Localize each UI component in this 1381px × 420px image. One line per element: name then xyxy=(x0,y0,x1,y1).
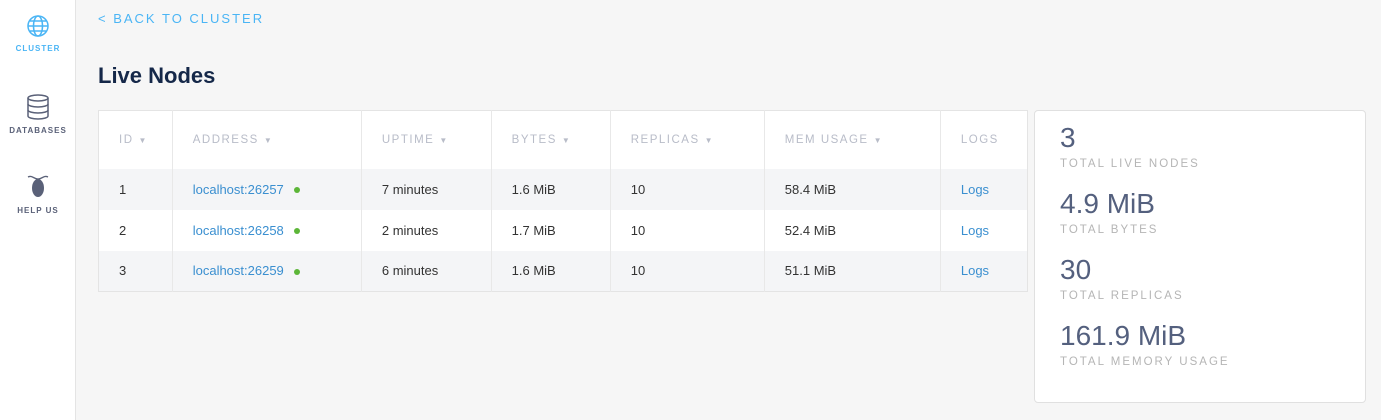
sidebar-item-label: HELP US xyxy=(17,206,59,215)
column-header-logs: LOGS xyxy=(939,110,1028,169)
node-address-link[interactable]: localhost:26258 xyxy=(192,222,284,238)
column-header-uptime[interactable]: UPTIME ▼ xyxy=(360,110,492,169)
node-bytes: 1.6 MiB xyxy=(490,168,611,210)
sidebar-item-label: CLUSTER xyxy=(15,44,61,53)
logs-link[interactable]: Logs xyxy=(960,181,990,197)
globe-icon xyxy=(27,15,49,37)
node-uptime: 2 minutes xyxy=(360,209,492,251)
column-header-replicas[interactable]: REPLICAS ▼ xyxy=(609,110,765,169)
sort-arrow-icon: ▼ xyxy=(561,135,572,145)
node-address-link[interactable]: localhost:26259 xyxy=(192,263,284,279)
node-id: 2 xyxy=(119,222,127,238)
node-mem-usage: 58.4 MiB xyxy=(763,168,941,210)
node-id: 3 xyxy=(119,263,127,279)
back-to-cluster-link[interactable]: < BACK TO CLUSTER xyxy=(98,11,265,26)
node-bytes: 1.6 MiB xyxy=(490,250,611,292)
column-header-mem-usage[interactable]: MEM USAGE ▼ xyxy=(763,110,941,169)
database-icon xyxy=(27,94,49,120)
cockroach-icon xyxy=(27,175,49,197)
stat-value: 4.9 MiB xyxy=(1060,188,1155,219)
summary-panel: 3 TOTAL LIVE NODES 4.9 MiB TOTAL BYTES 30 T… xyxy=(1034,110,1366,403)
sort-arrow-icon: ▼ xyxy=(439,135,449,145)
sort-arrow-icon: ▼ xyxy=(263,135,274,145)
stat-label: TOTAL REPLICAS xyxy=(1060,290,1184,302)
node-uptime: 6 minutes xyxy=(360,250,492,292)
nodes-table: ID ▼ ADDRESS ▼ UPTIME ▼ BYTES ▼ REPLICAS ▼ ME… xyxy=(98,110,1028,292)
table-row: 2 localhost:26258 2 minutes 1.7 MiB 10 5… xyxy=(99,209,1028,251)
node-replicas: 10 xyxy=(609,209,765,251)
page-title: Live Nodes xyxy=(98,63,216,88)
stat-total-replicas: 30 TOTAL REPLICAS xyxy=(1060,243,1365,309)
stat-total-live-nodes: 3 TOTAL LIVE NODES xyxy=(1060,111,1365,177)
live-status-dot-icon xyxy=(293,187,300,194)
live-status-dot-icon xyxy=(293,268,300,275)
node-id: 1 xyxy=(119,181,127,197)
sidebar: CLUSTER DATABASES HELP US xyxy=(0,0,76,420)
column-header-bytes[interactable]: BYTES ▼ xyxy=(490,110,611,169)
column-header-id[interactable]: ID ▼ xyxy=(119,133,148,146)
table-row: 3 localhost:26259 6 minutes 1.6 MiB 10 5… xyxy=(98,250,1028,292)
live-status-dot-icon xyxy=(293,228,300,235)
logs-link[interactable]: Logs xyxy=(960,263,990,279)
stat-label: TOTAL MEMORY USAGE xyxy=(1060,356,1230,368)
sort-arrow-icon: ▼ xyxy=(704,135,715,145)
sort-arrow-icon: ▼ xyxy=(873,135,884,145)
stat-label: TOTAL LIVE NODES xyxy=(1060,158,1200,170)
stat-value: 161.9 MiB xyxy=(1060,320,1187,351)
node-mem-usage: 51.1 MiB xyxy=(763,250,941,292)
node-address-link[interactable]: localhost:26257 xyxy=(192,181,284,197)
sidebar-item-help-us[interactable]: HELP US xyxy=(0,174,76,215)
stat-total-memory-usage: 161.9 MiB TOTAL MEMORY USAGE xyxy=(1060,309,1365,375)
node-replicas: 10 xyxy=(609,168,765,210)
node-replicas: 10 xyxy=(609,250,765,292)
node-mem-usage: 52.4 MiB xyxy=(763,209,941,251)
stat-value: 3 xyxy=(1060,122,1076,153)
sidebar-item-cluster[interactable]: CLUSTER xyxy=(0,14,76,53)
node-bytes: 1.7 MiB xyxy=(490,209,611,251)
column-header-address[interactable]: ADDRESS ▼ xyxy=(171,110,362,169)
stat-total-bytes: 4.9 MiB TOTAL BYTES xyxy=(1060,177,1365,243)
logs-link[interactable]: Logs xyxy=(960,222,990,238)
stat-value: 30 xyxy=(1060,254,1092,285)
table-row: 1 localhost:26257 7 minutes 1.6 MiB 10 5… xyxy=(98,168,1028,210)
sidebar-item-databases[interactable]: DATABASES xyxy=(0,94,76,135)
node-uptime: 7 minutes xyxy=(360,168,492,210)
stat-label: TOTAL BYTES xyxy=(1060,224,1159,236)
sort-arrow-icon: ▼ xyxy=(138,135,148,145)
sidebar-item-label: DATABASES xyxy=(9,126,67,135)
